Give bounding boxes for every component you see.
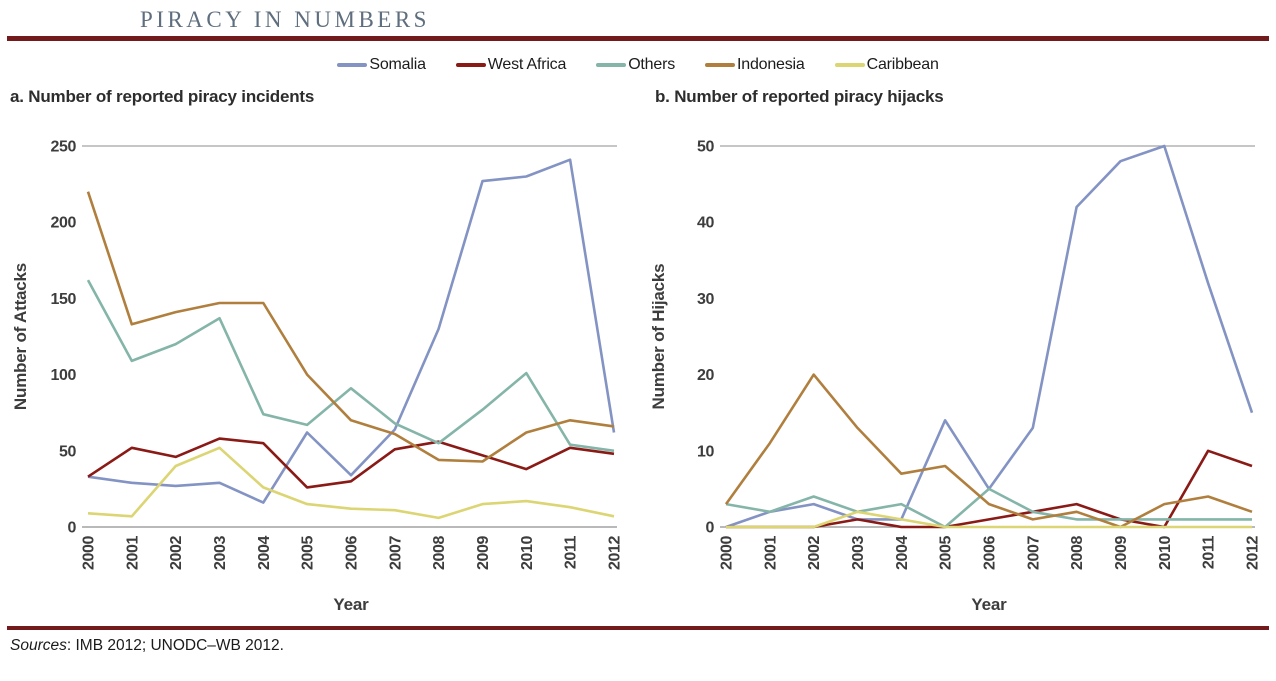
svg-text:2001: 2001 — [762, 536, 779, 570]
svg-text:2001: 2001 — [124, 536, 141, 570]
legend: Somalia West Africa Others Indonesia Caribbe… — [0, 53, 1276, 77]
svg-text:2010: 2010 — [1157, 536, 1174, 570]
legend-label: Caribbean — [866, 56, 939, 73]
legend-label: Indonesia — [737, 56, 805, 73]
svg-text:2006: 2006 — [982, 536, 999, 570]
svg-text:2010: 2010 — [519, 536, 536, 570]
chart-b-panel: b. Number of reported piracy hijacks 0 10… — [638, 85, 1276, 621]
legend-swatch — [455, 63, 486, 67]
svg-text:2007: 2007 — [1025, 536, 1042, 570]
svg-text:Number of Attacks: Number of Attacks — [11, 263, 30, 410]
legend-swatch — [834, 63, 865, 67]
legend-label: Others — [628, 56, 676, 73]
svg-text:Year: Year — [333, 595, 369, 614]
legend-label: Somalia — [369, 56, 426, 73]
chart-a-panel: a. Number of reported piracy incidents 0… — [0, 85, 638, 621]
svg-text:2009: 2009 — [1113, 536, 1130, 570]
legend-item-indonesia: Indonesia — [705, 56, 805, 74]
svg-text:20: 20 — [697, 367, 714, 384]
legend-swatch — [596, 63, 627, 67]
bottom-rule — [7, 626, 1269, 630]
sources-text: : IMB 2012; UNODC–WB 2012. — [66, 637, 284, 654]
sources-label: Sources — [10, 637, 67, 654]
svg-text:2000: 2000 — [719, 536, 736, 570]
legend-swatch — [337, 63, 368, 67]
charts-row: a. Number of reported piracy incidents 0… — [0, 85, 1276, 621]
svg-text:250: 250 — [51, 139, 77, 156]
legend-item-caribbean: Caribbean — [834, 56, 939, 74]
svg-text:2011: 2011 — [1201, 536, 1218, 570]
svg-text:2009: 2009 — [475, 536, 492, 570]
svg-text:2005: 2005 — [300, 536, 317, 570]
svg-text:0: 0 — [68, 520, 77, 537]
sources-note: Sources: IMB 2012; UNODC–WB 2012. — [10, 637, 1276, 655]
svg-text:2003: 2003 — [212, 536, 229, 570]
svg-text:50: 50 — [697, 139, 714, 156]
svg-text:2004: 2004 — [256, 536, 273, 570]
svg-text:2003: 2003 — [850, 536, 867, 570]
svg-text:100: 100 — [51, 367, 77, 384]
svg-text:2002: 2002 — [168, 536, 185, 570]
legend-item-somalia: Somalia — [337, 56, 426, 74]
svg-text:30: 30 — [697, 291, 714, 308]
svg-text:2011: 2011 — [563, 536, 580, 570]
incidents-line-chart: 0 50 100 150 200 250 Number of Attacks 2000 2001… — [11, 139, 624, 615]
svg-text:2004: 2004 — [894, 536, 911, 570]
svg-text:2007: 2007 — [387, 536, 404, 570]
svg-text:Number of Hijacks: Number of Hijacks — [649, 264, 668, 410]
svg-text:50: 50 — [59, 443, 76, 460]
legend-swatch — [705, 63, 736, 67]
svg-text:2012: 2012 — [607, 536, 624, 570]
svg-text:200: 200 — [51, 215, 77, 232]
figure-piracy-in-numbers: PIRACY IN NUMBERS Somalia West Africa Othe… — [0, 7, 1276, 655]
chart-a-title: a. Number of reported piracy incidents — [10, 87, 315, 106]
svg-text:0: 0 — [706, 520, 715, 537]
svg-text:40: 40 — [697, 215, 714, 232]
figure-title: PIRACY IN NUMBERS — [140, 7, 430, 32]
svg-text:10: 10 — [697, 443, 714, 460]
legend-label: West Africa — [487, 56, 567, 73]
chart-b-title: b. Number of reported piracy hijacks — [655, 87, 944, 106]
hijacks-line-chart: 0 10 20 30 40 50 Number of Hijacks 2000 2001 2002… — [649, 139, 1262, 615]
top-rule — [7, 36, 1269, 41]
svg-text:2008: 2008 — [431, 536, 448, 570]
svg-text:2012: 2012 — [1245, 536, 1262, 570]
legend-item-west-africa: West Africa — [455, 56, 567, 74]
svg-text:2006: 2006 — [344, 536, 361, 570]
legend-item-others: Others — [596, 56, 675, 74]
svg-text:Year: Year — [971, 595, 1007, 614]
svg-text:2000: 2000 — [81, 536, 98, 570]
svg-text:2008: 2008 — [1069, 536, 1086, 570]
svg-text:2005: 2005 — [938, 536, 955, 570]
svg-text:2002: 2002 — [806, 536, 823, 570]
svg-text:150: 150 — [51, 291, 77, 308]
